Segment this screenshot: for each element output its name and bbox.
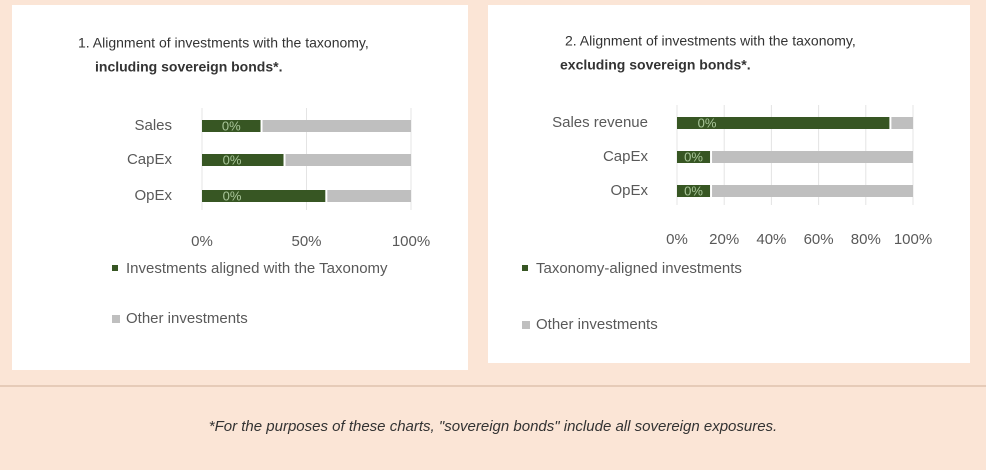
- x-tick-label: 50%: [291, 233, 321, 250]
- bar-annotation: 0%: [223, 152, 242, 167]
- chart-subtitle: excluding sovereign bonds*.: [560, 57, 751, 73]
- category-label: OpEx: [134, 187, 172, 204]
- bar-segment: [677, 117, 890, 129]
- bar-segment: [712, 151, 913, 163]
- bar-segment: [327, 190, 411, 202]
- category-label: Sales revenue: [552, 114, 648, 131]
- bar-segment: [677, 151, 711, 163]
- legend-swatch: [112, 315, 120, 323]
- legend-label: Investments aligned with the Taxonomy: [126, 260, 388, 277]
- category-label: OpEx: [610, 182, 648, 199]
- legend-label: Other investments: [126, 310, 248, 327]
- category-label: CapEx: [603, 148, 649, 165]
- bar-segment: [677, 185, 711, 197]
- bar-segment: [202, 154, 284, 166]
- legend-label: Other investments: [536, 316, 658, 333]
- legend-swatch: [112, 265, 118, 271]
- bar-segment: [712, 185, 913, 197]
- bar-segment: [262, 120, 411, 132]
- bar-segment: [891, 117, 913, 129]
- x-tick-label: 40%: [756, 231, 786, 248]
- chart-subtitle: including sovereign bonds*.: [95, 59, 282, 75]
- x-tick-label: 80%: [851, 231, 881, 248]
- footnote: *For the purposes of these charts, "sove…: [209, 418, 777, 435]
- chart-title: 1. Alignment of investments with the tax…: [78, 35, 369, 51]
- x-tick-label: 0%: [191, 233, 213, 250]
- legend-swatch: [522, 321, 530, 329]
- x-tick-label: 100%: [392, 233, 430, 250]
- legend-item: Other investments: [536, 316, 658, 333]
- bar-annotation: 0%: [223, 188, 242, 203]
- x-tick-label: 60%: [804, 231, 834, 248]
- bar-annotation: 0%: [684, 183, 703, 198]
- legend-item: Other investments: [126, 310, 248, 327]
- bar-annotation: 0%: [222, 118, 241, 133]
- bar-segment: [285, 154, 411, 166]
- category-label: CapEx: [127, 151, 173, 168]
- bar-annotation: 0%: [684, 149, 703, 164]
- x-tick-label: 0%: [666, 231, 688, 248]
- panel-1: [12, 5, 468, 370]
- legend-item: Taxonomy-aligned investments: [536, 260, 742, 277]
- legend-label: Taxonomy-aligned investments: [536, 260, 742, 277]
- bar-segment: [202, 120, 261, 132]
- panel-2: [488, 5, 970, 363]
- legend-swatch: [522, 265, 528, 271]
- category-label: Sales: [134, 117, 172, 134]
- x-tick-label: 100%: [894, 231, 932, 248]
- bar-segment: [202, 190, 326, 202]
- x-tick-label: 20%: [709, 231, 739, 248]
- bar-annotation: 0%: [698, 115, 717, 130]
- chart-title: 2. Alignment of investments with the tax…: [565, 33, 856, 49]
- legend-item: Investments aligned with the Taxonomy: [126, 260, 388, 277]
